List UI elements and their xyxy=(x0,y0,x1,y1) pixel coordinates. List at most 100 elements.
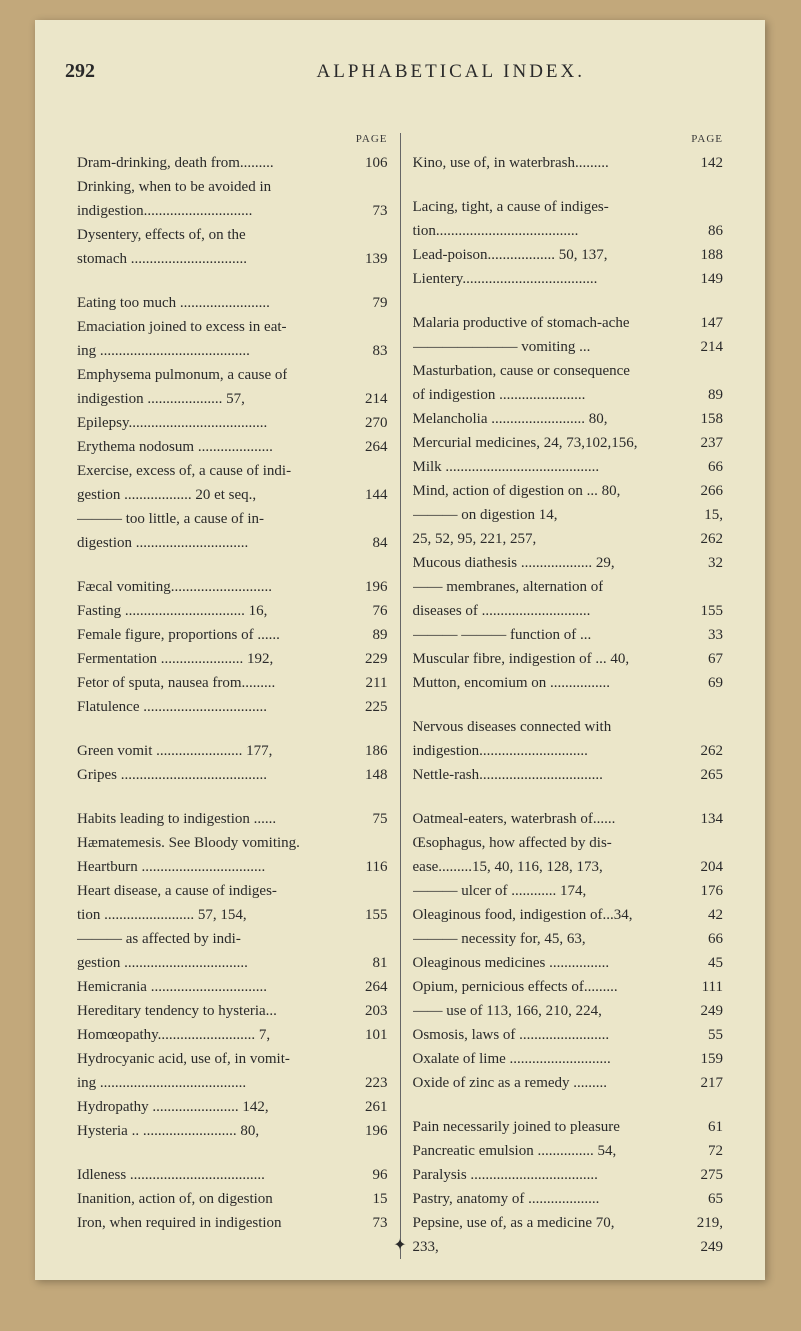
entry-text: Fasting ................................… xyxy=(77,599,267,623)
entry-text: gestion ................................… xyxy=(77,951,248,975)
index-entry: 25, 52, 95, 221, 257,262 xyxy=(413,527,724,551)
index-entry: Lientery................................… xyxy=(413,267,724,291)
entry-text: ——— ulcer of ............ 174, xyxy=(413,879,587,903)
entry-page: 73 xyxy=(369,199,388,223)
entry-page: 188 xyxy=(697,243,724,267)
entry-text: Exercise, excess of, a cause of indi- xyxy=(77,459,291,483)
entry-page: 214 xyxy=(697,335,724,359)
entry-text: Œsophagus, how affected by dis- xyxy=(413,831,612,855)
entry-page: 159 xyxy=(697,1047,724,1071)
index-entry: Exercise, excess of, a cause of indi- xyxy=(77,459,388,483)
entry-page: 196 xyxy=(361,575,388,599)
entry-text: Iron, when required in indigestion xyxy=(77,1211,282,1235)
entry-page: 149 xyxy=(697,267,724,291)
entry-text: Opium, pernicious effects of......... xyxy=(413,975,618,999)
book-page: 292 ALPHABETICAL INDEX. PAGE Dram-drinki… xyxy=(35,20,765,1280)
entry-page: 65 xyxy=(704,1187,723,1211)
index-entry: ——— ——— function of ...33 xyxy=(413,623,724,647)
index-entry: Pepsine, use of, as a medicine 70,219, xyxy=(413,1211,724,1235)
page-title: ALPHABETICAL INDEX. xyxy=(317,61,585,83)
entry-page: 86 xyxy=(704,219,723,243)
entry-text: ——— on digestion 14, xyxy=(413,503,558,527)
entry-page: 101 xyxy=(361,1023,388,1047)
index-entry: gestion .................. 20 et seq.,14… xyxy=(77,483,388,507)
index-entry: Œsophagus, how affected by dis- xyxy=(413,831,724,855)
entry-page: 42 xyxy=(704,903,723,927)
entry-page: 106 xyxy=(361,151,388,175)
entry-text: Pain necessarily joined to pleasure xyxy=(413,1115,620,1139)
right-column: PAGE Kino, use of, in waterbrash........… xyxy=(401,133,736,1259)
entry-page: 158 xyxy=(697,407,724,431)
entry-text: Eating too much ........................ xyxy=(77,291,270,315)
page-header: 292 ALPHABETICAL INDEX. xyxy=(65,60,735,83)
entry-page: 229 xyxy=(361,647,388,671)
index-entry: —— use of 113, 166, 210, 224,249 xyxy=(413,999,724,1023)
section-gap xyxy=(413,695,724,715)
entry-page: 155 xyxy=(361,903,388,927)
entry-text: diseases of ............................… xyxy=(413,599,591,623)
index-entry: Hæmatemesis. See Bloody vomiting. xyxy=(77,831,388,855)
index-entry: Habits leading to indigestion ......75 xyxy=(77,807,388,831)
entry-page: 69 xyxy=(704,671,723,695)
index-entry: Nervous diseases connected with xyxy=(413,715,724,739)
entry-text: Heart disease, a cause of indiges- xyxy=(77,879,277,903)
section-gap xyxy=(413,1095,724,1115)
entry-text: Dysentery, effects of, on the xyxy=(77,223,246,247)
section-gap xyxy=(413,291,724,311)
entry-page xyxy=(719,575,723,599)
entry-text: ease.........15, 40, 116, 128, 173, xyxy=(413,855,603,879)
entry-page xyxy=(384,363,388,387)
entry-page: 262 xyxy=(697,739,724,763)
index-entry: Oxide of zinc as a remedy .........217 xyxy=(413,1071,724,1095)
index-entry: Green vomit ....................... 177,… xyxy=(77,739,388,763)
entry-page: 67 xyxy=(704,647,723,671)
entry-page xyxy=(384,831,388,855)
index-entry: ——————— vomiting ... 214 xyxy=(413,335,724,359)
entry-page: 15 xyxy=(369,1187,388,1211)
index-entry: ing ....................................… xyxy=(77,1071,388,1095)
entry-text: Malaria productive of stomach-ache xyxy=(413,311,630,335)
entry-page: 249 xyxy=(697,1235,724,1259)
entry-text: indigestion............................. xyxy=(77,199,252,223)
entry-text: ——— too little, a cause of in- xyxy=(77,507,264,531)
entry-text: Flatulence .............................… xyxy=(77,695,267,719)
index-entry: Emphysema pulmonum, a cause of xyxy=(77,363,388,387)
entry-text: indigestion............................. xyxy=(413,739,588,763)
index-entry: Hereditary tendency to hysteria...203 xyxy=(77,999,388,1023)
entry-text: Melancholia ......................... 80… xyxy=(413,407,608,431)
entry-page: 15, xyxy=(700,503,723,527)
column-header-right: PAGE xyxy=(413,133,724,145)
entry-page: 73 xyxy=(369,1211,388,1235)
entry-page: 75 xyxy=(369,807,388,831)
index-entry: Pain necessarily joined to pleasure61 xyxy=(413,1115,724,1139)
entry-text: Dram-drinking, death from......... xyxy=(77,151,274,175)
index-entry: Melancholia ......................... 80… xyxy=(413,407,724,431)
index-entry: Hydropathy ....................... 142,2… xyxy=(77,1095,388,1119)
entry-text: indigestion .................... 57, xyxy=(77,387,245,411)
entry-page xyxy=(719,831,723,855)
entry-text: ——————— vomiting ... xyxy=(413,335,591,359)
entry-page: 219, xyxy=(693,1211,723,1235)
index-entry: Epilepsy................................… xyxy=(77,411,388,435)
index-entry: Drinking, when to be avoided in xyxy=(77,175,388,199)
index-entry: Mucous diathesis ................... 29,… xyxy=(413,551,724,575)
entry-text: Milk ...................................… xyxy=(413,455,600,479)
entry-text: Oxide of zinc as a remedy ......... xyxy=(413,1071,608,1095)
entry-page: 262 xyxy=(697,527,724,551)
entry-text: tion....................................… xyxy=(413,219,579,243)
entry-page: 186 xyxy=(361,739,388,763)
entry-text: Lead-poison.................. 50, 137, xyxy=(413,243,608,267)
entry-text: Emphysema pulmonum, a cause of xyxy=(77,363,287,387)
entry-text: ——— necessity for, 45, 63, xyxy=(413,927,586,951)
index-entry: Mutton, encomium on ................69 xyxy=(413,671,724,695)
entry-text: gestion .................. 20 et seq., xyxy=(77,483,256,507)
entry-text: stomach ............................... xyxy=(77,247,247,271)
entry-text: ——— ——— function of ... xyxy=(413,623,592,647)
index-entry: indigestion.............................… xyxy=(77,199,388,223)
entry-page: 237 xyxy=(697,431,724,455)
index-entry: Emaciation joined to excess in eat- xyxy=(77,315,388,339)
index-columns: PAGE Dram-drinking, death from......... 1… xyxy=(65,133,735,1259)
index-entry: tion....................................… xyxy=(413,219,724,243)
index-entry: Fetor of sputa, nausea from.........211 xyxy=(77,671,388,695)
entry-text: Gripes .................................… xyxy=(77,763,267,787)
